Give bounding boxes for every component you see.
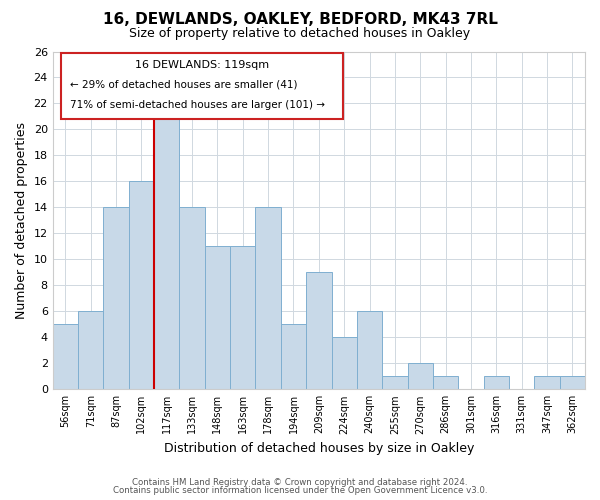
Y-axis label: Number of detached properties: Number of detached properties (15, 122, 28, 319)
Bar (230, 246, 256, 390)
Bar (306, 272, 332, 390)
Bar (484, 376, 509, 390)
Bar (78, 312, 103, 390)
Bar (535, 376, 560, 390)
Bar (103, 208, 129, 390)
Text: Contains public sector information licensed under the Open Government Licence v3: Contains public sector information licen… (113, 486, 487, 495)
Bar (407, 364, 433, 390)
Text: 71% of semi-detached houses are larger (101) →: 71% of semi-detached houses are larger (… (70, 100, 325, 110)
Bar (382, 376, 407, 390)
Bar (357, 312, 382, 390)
Bar (332, 338, 357, 390)
Text: Size of property relative to detached houses in Oakley: Size of property relative to detached ho… (130, 28, 470, 40)
Bar (433, 376, 458, 390)
Bar (256, 208, 281, 390)
Text: 16, DEWLANDS, OAKLEY, BEDFORD, MK43 7RL: 16, DEWLANDS, OAKLEY, BEDFORD, MK43 7RL (103, 12, 497, 28)
Bar (154, 116, 179, 390)
X-axis label: Distribution of detached houses by size in Oakley: Distribution of detached houses by size … (164, 442, 474, 455)
Bar (281, 324, 306, 390)
Bar (560, 376, 585, 390)
Bar (53, 324, 78, 390)
Text: ← 29% of detached houses are smaller (41): ← 29% of detached houses are smaller (41… (70, 80, 298, 90)
Text: Contains HM Land Registry data © Crown copyright and database right 2024.: Contains HM Land Registry data © Crown c… (132, 478, 468, 487)
Text: 16 DEWLANDS: 119sqm: 16 DEWLANDS: 119sqm (134, 60, 269, 70)
Bar (205, 246, 230, 390)
Bar (179, 208, 205, 390)
Bar (129, 182, 154, 390)
FancyBboxPatch shape (61, 53, 343, 119)
